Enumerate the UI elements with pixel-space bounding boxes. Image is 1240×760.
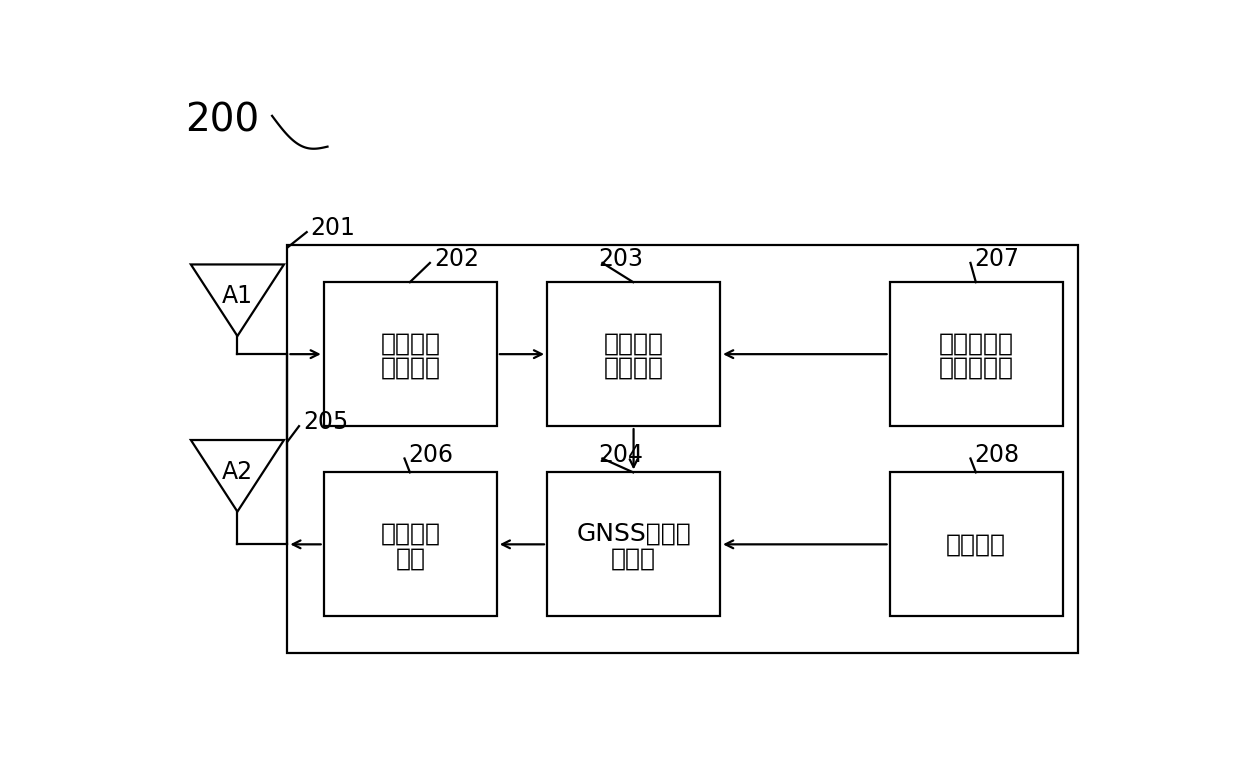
Text: 真模块: 真模块 xyxy=(611,546,656,570)
Text: 存储模块: 存储模块 xyxy=(946,532,1006,556)
Text: 202: 202 xyxy=(434,247,479,271)
Text: 位置信息: 位置信息 xyxy=(604,331,663,356)
Text: 208: 208 xyxy=(975,442,1019,467)
Bar xyxy=(547,473,720,616)
Bar xyxy=(547,282,720,426)
Text: A1: A1 xyxy=(222,284,253,309)
Text: 模块: 模块 xyxy=(396,546,425,570)
Text: GNSS信号仿: GNSS信号仿 xyxy=(577,521,691,546)
Text: 203: 203 xyxy=(599,247,644,271)
Text: 解算模块: 解算模块 xyxy=(604,356,663,380)
Text: 205: 205 xyxy=(303,410,348,434)
Text: 收发模块: 收发模块 xyxy=(381,356,440,380)
Text: 207: 207 xyxy=(975,247,1019,271)
Text: 息获取模块: 息获取模块 xyxy=(939,356,1014,380)
Text: 201: 201 xyxy=(310,217,356,240)
Text: A2: A2 xyxy=(222,460,253,484)
Bar xyxy=(288,245,1079,654)
Bar xyxy=(324,473,497,616)
Polygon shape xyxy=(191,440,284,511)
Text: 定位信号: 定位信号 xyxy=(381,331,440,356)
Text: 206: 206 xyxy=(408,442,454,467)
Bar xyxy=(324,282,497,426)
Text: 运动状态信: 运动状态信 xyxy=(939,331,1014,356)
Text: 功率控制: 功率控制 xyxy=(381,521,440,546)
Bar xyxy=(889,473,1063,616)
Text: 200: 200 xyxy=(185,102,259,140)
Text: 204: 204 xyxy=(599,442,644,467)
Bar xyxy=(889,282,1063,426)
Polygon shape xyxy=(191,264,284,336)
